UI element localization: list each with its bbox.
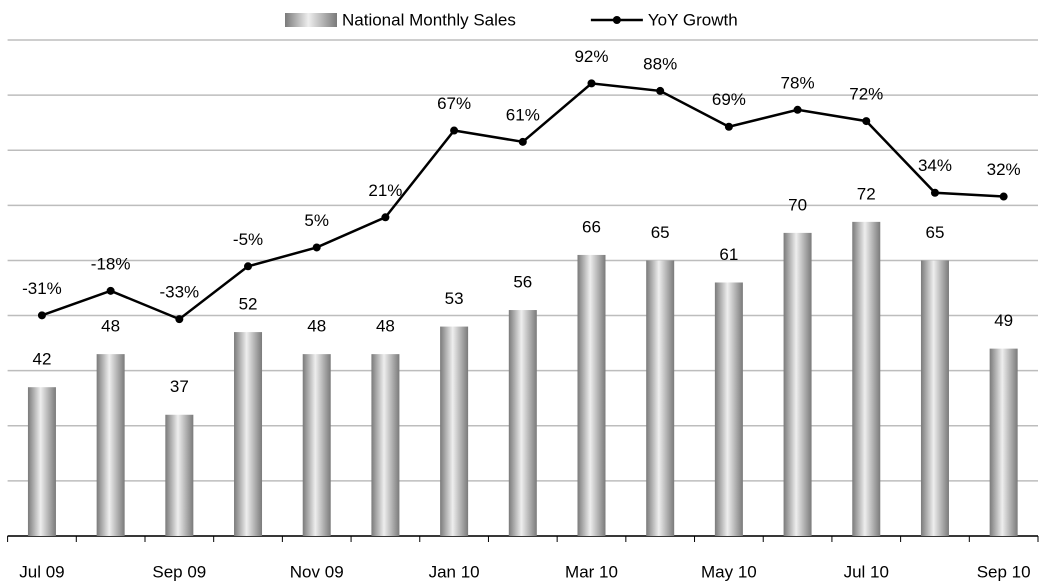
legend-swatch — [285, 13, 337, 27]
bar-label: 72 — [857, 184, 876, 203]
bar-label: 48 — [101, 317, 120, 336]
bar — [508, 310, 537, 536]
x-tick-label: Sep 09 — [152, 562, 206, 581]
line-label: 88% — [643, 54, 677, 73]
line-label: 61% — [506, 105, 540, 124]
bar — [714, 282, 743, 536]
legend-marker — [612, 16, 621, 24]
line-marker — [862, 117, 871, 126]
bar — [96, 354, 125, 536]
line-marker — [930, 188, 939, 197]
line-marker — [724, 122, 733, 131]
line-label: 72% — [849, 85, 883, 104]
bar-label: 52 — [239, 295, 258, 314]
line-label: 67% — [437, 94, 471, 113]
line-marker — [587, 79, 596, 88]
line-label: 78% — [781, 73, 815, 92]
line-label: -5% — [233, 230, 263, 249]
line-marker — [37, 311, 46, 320]
x-tick-label: Sep 10 — [977, 562, 1031, 581]
bar — [646, 260, 675, 536]
bar — [27, 387, 56, 536]
bar-label: 65 — [925, 223, 944, 242]
line-marker — [656, 86, 665, 95]
bar-label: 70 — [788, 195, 807, 214]
bar — [852, 221, 881, 536]
line-marker — [244, 262, 253, 271]
line-label: 92% — [574, 47, 608, 66]
x-tick-label: Jul 10 — [844, 562, 889, 581]
bar — [920, 260, 949, 536]
x-tick-label: Jan 10 — [429, 562, 480, 581]
x-tick-label: Jul 09 — [19, 562, 64, 581]
bar — [577, 254, 606, 536]
legend-label: National Monthly Sales — [342, 10, 516, 29]
line-label: 21% — [368, 181, 402, 200]
bar — [165, 414, 194, 536]
bar-label: 56 — [513, 273, 532, 292]
bar-label: 37 — [170, 377, 189, 396]
line-label: 34% — [918, 156, 952, 175]
bar-label: 65 — [651, 223, 670, 242]
bar-label: 53 — [445, 289, 464, 308]
line-label: 69% — [712, 90, 746, 109]
bar-label: 49 — [994, 311, 1013, 330]
legend-label: YoY Growth — [648, 10, 738, 29]
line-marker — [518, 137, 527, 146]
bar — [440, 326, 469, 536]
bar — [371, 354, 400, 536]
bar-label: 48 — [307, 317, 326, 336]
bar-label: 48 — [376, 317, 395, 336]
line-marker — [312, 243, 321, 252]
line-label: 5% — [304, 211, 329, 230]
bar — [989, 348, 1018, 536]
line-marker — [999, 192, 1008, 201]
line-marker — [450, 126, 459, 135]
line-marker — [106, 286, 115, 295]
bar — [234, 332, 263, 536]
bar — [302, 354, 331, 536]
line-marker — [793, 105, 802, 114]
bar-label: 42 — [32, 350, 51, 369]
bar — [783, 232, 812, 536]
bar-label: 66 — [582, 217, 601, 236]
x-tick-label: Mar 10 — [565, 562, 618, 581]
x-tick-label: May 10 — [701, 562, 757, 581]
line-marker — [175, 315, 184, 324]
line-label: -18% — [91, 254, 131, 273]
line-marker — [381, 213, 390, 222]
line-label: 32% — [987, 160, 1021, 179]
line-label: -33% — [159, 283, 199, 302]
bar-label: 61 — [719, 245, 738, 264]
line-label: -31% — [22, 279, 62, 298]
x-tick-label: Nov 09 — [290, 562, 344, 581]
